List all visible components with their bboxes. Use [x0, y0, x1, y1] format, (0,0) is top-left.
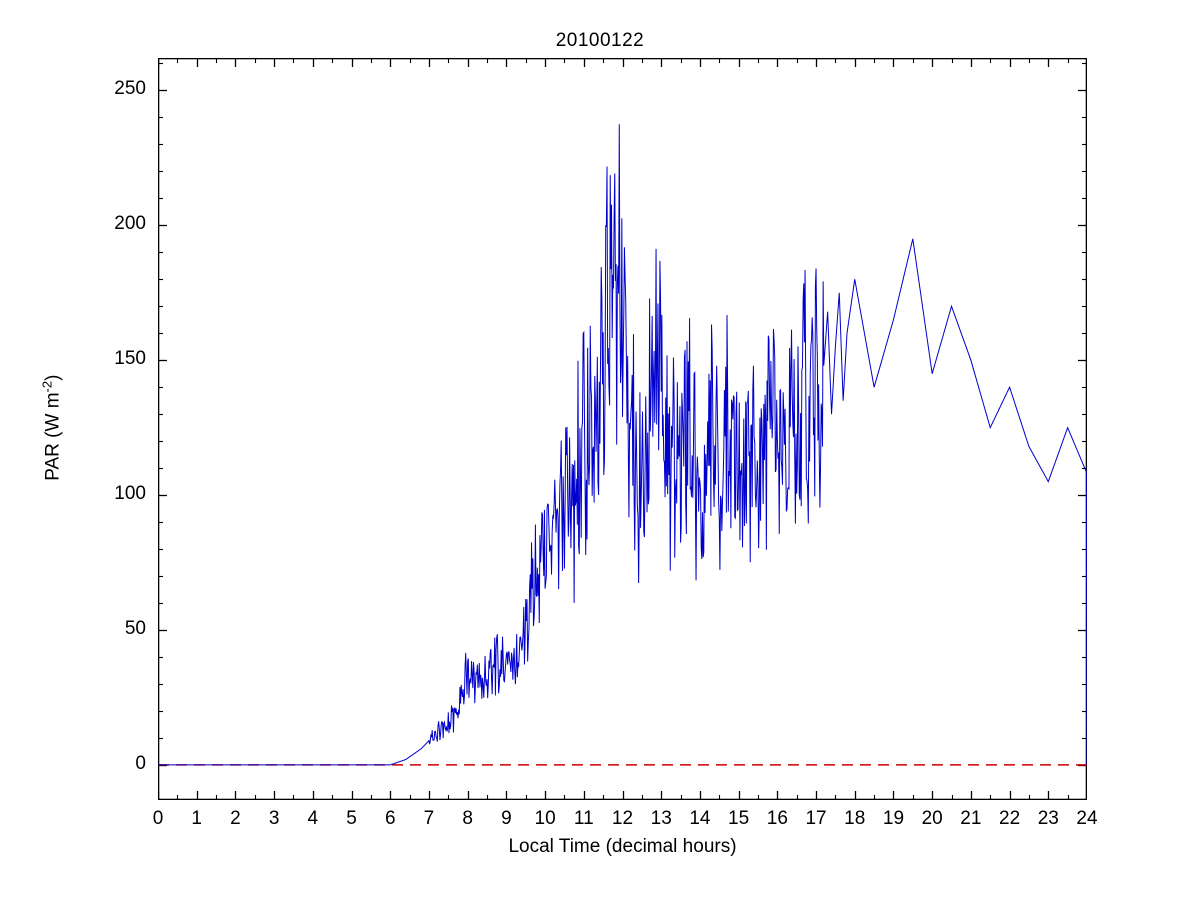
chart-svg — [158, 58, 1087, 800]
x-tick-label: 15 — [728, 808, 750, 829]
x-tick-label: 14 — [689, 808, 711, 829]
page-title: 20100122 — [555, 30, 645, 51]
y-tick-label: 0 — [135, 752, 146, 774]
x-tick-label: 23 — [1037, 808, 1059, 829]
y-axis-label-close: ) — [42, 374, 64, 381]
x-tick-label: 19 — [882, 808, 905, 829]
x-tick-label: 13 — [650, 808, 672, 829]
axes-frame — [158, 58, 1087, 800]
x-tick-label: 16 — [766, 808, 788, 829]
x-tick-label: 9 — [501, 808, 512, 829]
x-tick-label: 10 — [534, 808, 556, 829]
x-tick-label: 20 — [921, 808, 943, 829]
y-axis-label: PAR (W m-2) — [39, 313, 64, 543]
y-axis-label-exponent: -2 — [39, 380, 55, 393]
y-tick-label: 50 — [124, 618, 146, 639]
x-tick-label: 17 — [805, 808, 827, 829]
x-tick-label: 5 — [346, 808, 357, 829]
x-tick-label: 4 — [307, 808, 319, 829]
y-tick-label: 100 — [114, 483, 146, 505]
x-tick-label: 8 — [462, 808, 473, 829]
x-axis-label: Local Time (decimal hours) — [508, 836, 737, 857]
x-tick-label: 21 — [960, 808, 982, 829]
x-tick-label: 22 — [999, 808, 1021, 829]
x-tick-label: 3 — [268, 808, 280, 829]
x-tick-label: 6 — [384, 808, 396, 829]
series-line-PAR — [158, 124, 1087, 766]
x-tick-label: 18 — [844, 808, 866, 829]
x-tick-label: 7 — [423, 808, 435, 829]
x-tick-label: 1 — [191, 808, 202, 829]
x-tick-label: 11 — [573, 808, 594, 829]
x-tick-label: 12 — [611, 808, 634, 829]
y-tick-label: 250 — [114, 78, 146, 100]
y-axis-label-base: PAR (W m — [42, 392, 64, 481]
y-tick-label: 150 — [114, 348, 146, 370]
x-tick-label: 24 — [1076, 808, 1098, 829]
plot-area — [158, 58, 1087, 800]
x-tick-label: 0 — [152, 808, 164, 829]
y-tick-label: 200 — [114, 213, 146, 235]
x-tick-label: 2 — [230, 808, 241, 829]
